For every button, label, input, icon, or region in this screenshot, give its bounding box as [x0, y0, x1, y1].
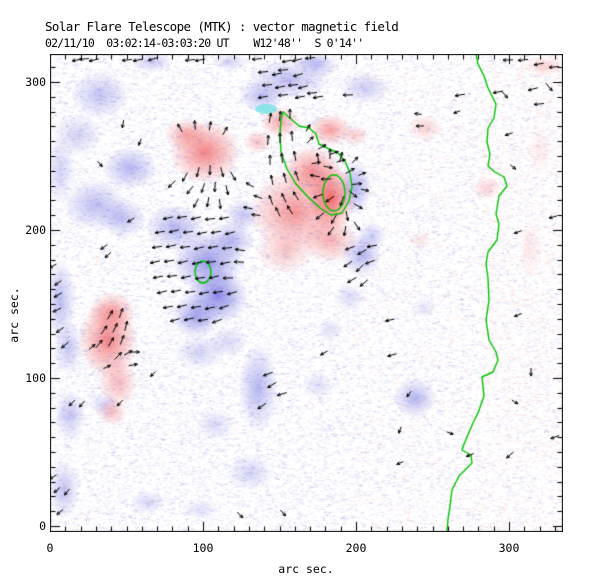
x-axis-label: arc sec.: [278, 562, 334, 576]
y-tick-label: 100: [25, 371, 46, 385]
x-tick-label: 100: [192, 541, 214, 555]
magnetogram-canvas: [50, 54, 563, 532]
x-tick-label: 300: [498, 541, 520, 555]
observation-subtitle: 02/11/10 03:02:14-03:03:20 UT W12'48'' S…: [45, 36, 364, 50]
y-tick-label: 200: [25, 223, 46, 237]
y-axis-label: arc sec.: [7, 287, 21, 343]
x-tick-label: 0: [46, 541, 54, 555]
x-tick-label: 200: [345, 541, 367, 555]
y-tick-label: 300: [25, 75, 46, 89]
page-title: Solar Flare Telescope (MTK) : vector mag…: [45, 19, 399, 34]
y-tick-label: 0: [39, 519, 46, 533]
